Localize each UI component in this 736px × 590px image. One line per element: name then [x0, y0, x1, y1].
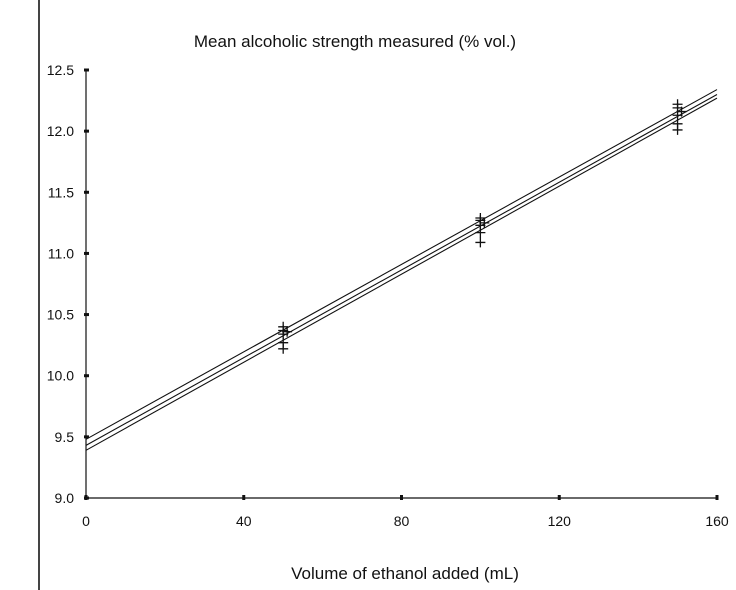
x-tick-label: 80 — [394, 513, 410, 529]
data-point — [475, 227, 486, 238]
data-point — [672, 110, 683, 121]
plot-area: 9.0 9.5 10.0 10.5 11.0 11.5 12.0 12.5 0 40 80 120 16… — [47, 62, 729, 529]
y-tick-label: 12.0 — [47, 123, 74, 139]
x-tick-label: 40 — [236, 513, 252, 529]
y-tick-label: 11.5 — [48, 184, 74, 200]
y-tick-label: 11.0 — [48, 245, 74, 261]
y-tick-label: 9.5 — [55, 429, 75, 445]
y-tick-label: 9.0 — [55, 490, 75, 506]
chart-title: Mean alcoholic strength measured (% vol.… — [194, 32, 516, 51]
x-axis-label: Volume of ethanol added (mL) — [291, 564, 519, 583]
data-point — [475, 237, 486, 248]
data-point — [278, 343, 289, 354]
data-point — [672, 124, 683, 135]
y-tick-label: 10.0 — [47, 368, 74, 384]
y-tick-label: 12.5 — [47, 62, 74, 78]
y-tick-label: 10.5 — [47, 307, 74, 323]
regression-line — [85, 89, 718, 440]
x-tick-label: 0 — [82, 513, 90, 529]
regression-line — [85, 93, 718, 446]
x-tick-label: 160 — [705, 513, 729, 529]
x-tick-label: 120 — [548, 513, 572, 529]
left-border-line — [38, 0, 40, 590]
data-point — [282, 326, 293, 337]
regression-line — [85, 97, 718, 451]
